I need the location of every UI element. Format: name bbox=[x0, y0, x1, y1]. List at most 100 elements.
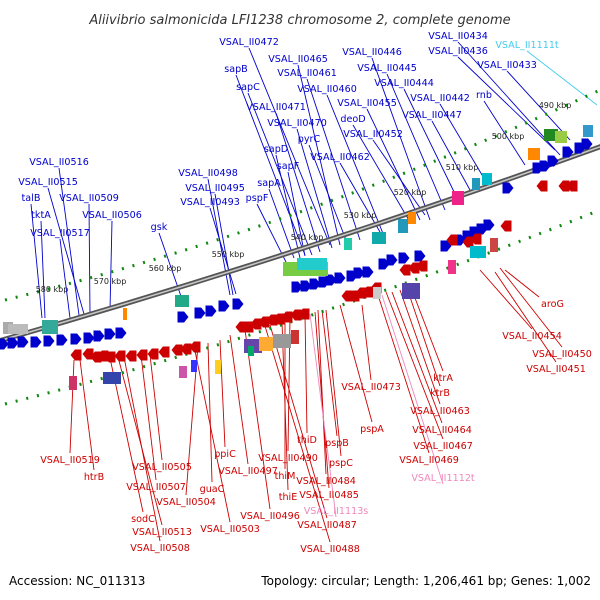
reverse-gene-label: VSAL_II0496 bbox=[240, 511, 300, 522]
forward-gene-arrow bbox=[440, 240, 452, 252]
forward-callout-line bbox=[326, 94, 385, 237]
annotation-block bbox=[402, 283, 420, 299]
forward-callout-line bbox=[431, 120, 471, 191]
forward-gene-arrow bbox=[362, 266, 374, 278]
reverse-callout-line bbox=[304, 314, 308, 434]
map-title: Aliivibrio salmonicida LFI1238 chromosom… bbox=[88, 13, 510, 28]
reverse-gene-label: VSAL_II0497 bbox=[218, 466, 278, 477]
forward-gene-label: VSAL_II0445 bbox=[357, 63, 417, 74]
reverse-gene-label: VSAL_II0469 bbox=[399, 455, 459, 466]
kbp-scale-label: 490 kbp bbox=[539, 101, 572, 110]
reverse-callout-line bbox=[494, 271, 557, 363]
annotation-block bbox=[273, 334, 291, 348]
forward-gene-arrow bbox=[30, 336, 42, 348]
forward-gene-label: VSAL_II0462 bbox=[310, 152, 370, 163]
pseudo-callout-line bbox=[381, 294, 444, 485]
reverse-callout-line bbox=[479, 269, 533, 330]
forward-callout-line bbox=[308, 144, 349, 246]
backbone-highlight bbox=[0, 145, 600, 342]
kbp-scale-label: 530 kbp bbox=[344, 211, 377, 220]
reverse-callout-line bbox=[317, 309, 327, 475]
reverse-callout-line bbox=[264, 325, 331, 543]
forward-gene-arrow bbox=[334, 272, 346, 284]
forward-gene-label: pyrC bbox=[298, 134, 321, 145]
reverse-callout-line bbox=[499, 267, 563, 348]
annotation-block bbox=[123, 308, 127, 320]
forward-gene-label: deoD bbox=[340, 114, 365, 125]
forward-callout-line bbox=[47, 187, 85, 315]
forward-callout-line bbox=[275, 112, 321, 253]
reverse-gene-arrow bbox=[70, 349, 82, 361]
reverse-gene-label: VSAL_II0464 bbox=[412, 425, 472, 436]
reverse-gene-arrow bbox=[416, 260, 428, 272]
annotation-block bbox=[408, 212, 416, 224]
forward-gene-arrow bbox=[353, 267, 365, 279]
reverse-gene-label: pspC bbox=[329, 458, 353, 469]
annotation-block bbox=[191, 360, 197, 372]
reverse-callout-line bbox=[140, 354, 157, 481]
reverse-gene-arrow bbox=[180, 343, 192, 355]
kbp-scale-label: 560 kbp bbox=[149, 264, 182, 273]
forward-callout-line bbox=[506, 70, 571, 141]
reverse-gene-arrow bbox=[90, 351, 102, 363]
forward-callout-line bbox=[40, 220, 46, 319]
forward-gene-label: VSAL_II0470 bbox=[267, 118, 327, 129]
forward-callout-line bbox=[339, 162, 381, 233]
forward-gene-label: VSAL_II0447 bbox=[402, 110, 462, 121]
reverse-gene-label: VSAL_II0488 bbox=[300, 544, 360, 555]
forward-callout-line bbox=[306, 78, 361, 241]
forward-callout-line bbox=[109, 220, 113, 311]
kbp-scale-label: 580 kbp bbox=[36, 285, 69, 294]
reverse-gene-label: VSAL_II0454 bbox=[502, 331, 562, 342]
forward-gene-arrow bbox=[218, 300, 230, 312]
annotation-block bbox=[373, 287, 381, 299]
annotation-block bbox=[490, 238, 498, 252]
forward-gene-arrow bbox=[547, 155, 559, 167]
forward-gene-label: tktA bbox=[31, 210, 51, 221]
forward-gene-label: sapA bbox=[257, 178, 281, 189]
outer-tick-ring bbox=[4, 88, 600, 302]
reverse-gene-arrow bbox=[235, 321, 247, 333]
reverse-gene-label: htrB bbox=[84, 472, 104, 483]
forward-gene-label: VSAL_II0515 bbox=[18, 177, 78, 188]
forward-gene-label: VSAL_II0471 bbox=[246, 102, 306, 113]
forward-gene-arrow bbox=[194, 307, 206, 319]
reverse-gene-label: VSAL_II0473 bbox=[341, 382, 401, 393]
forward-gene-label: VSAL_II0498 bbox=[178, 168, 238, 179]
annotation-block bbox=[103, 372, 121, 384]
forward-gene-arrow bbox=[115, 327, 127, 339]
reverse-gene-label: VSAL_II0450 bbox=[532, 349, 592, 360]
kbp-scale-label: 550 kbp bbox=[212, 250, 245, 259]
forward-gene-label: VSAL_II0493 bbox=[180, 197, 240, 208]
reverse-gene-arrow bbox=[136, 349, 148, 361]
reverse-gene-arrow bbox=[566, 180, 578, 192]
gene-features bbox=[0, 125, 593, 390]
forward-callout-line bbox=[296, 128, 333, 249]
kbp-scale-label: 500 kbp bbox=[492, 132, 525, 141]
reverse-gene-label: VSAL_II0513 bbox=[132, 527, 192, 538]
forward-gene-label: VSAL_II0517 bbox=[30, 228, 90, 239]
forward-callout-line bbox=[158, 232, 184, 303]
annotation-block bbox=[583, 125, 593, 137]
forward-gene-label: VSAL_II0434 bbox=[428, 31, 488, 42]
reverse-gene-arrow bbox=[158, 346, 170, 358]
reverse-gene-arrow bbox=[281, 311, 293, 323]
forward-callout-line bbox=[58, 167, 80, 316]
annotation-block bbox=[175, 295, 189, 307]
reverse-gene-arrow bbox=[147, 348, 159, 360]
gene-labels: VSAL_II0472 VSAL_II0465 VSAL_II0461 VSAL_II… bbox=[18, 31, 592, 555]
reverse-gene-label: VSAL_II0467 bbox=[413, 441, 473, 452]
forward-gene-label: VSAL_II0461 bbox=[277, 68, 337, 79]
annotation-block bbox=[215, 360, 221, 374]
forward-gene-arrow bbox=[104, 328, 116, 340]
reverse-callout-line bbox=[385, 291, 444, 440]
reverse-gene-arrow bbox=[250, 318, 262, 330]
reverse-gene-arrow bbox=[362, 286, 374, 298]
forward-callout-line bbox=[439, 103, 486, 181]
forward-callout-line bbox=[88, 203, 91, 315]
kbp-scale-label: 520 kbp bbox=[394, 188, 427, 197]
forward-gene-arrow bbox=[56, 334, 68, 346]
forward-gene-arrow bbox=[93, 330, 105, 342]
forward-gene-label: gsk bbox=[151, 222, 168, 233]
